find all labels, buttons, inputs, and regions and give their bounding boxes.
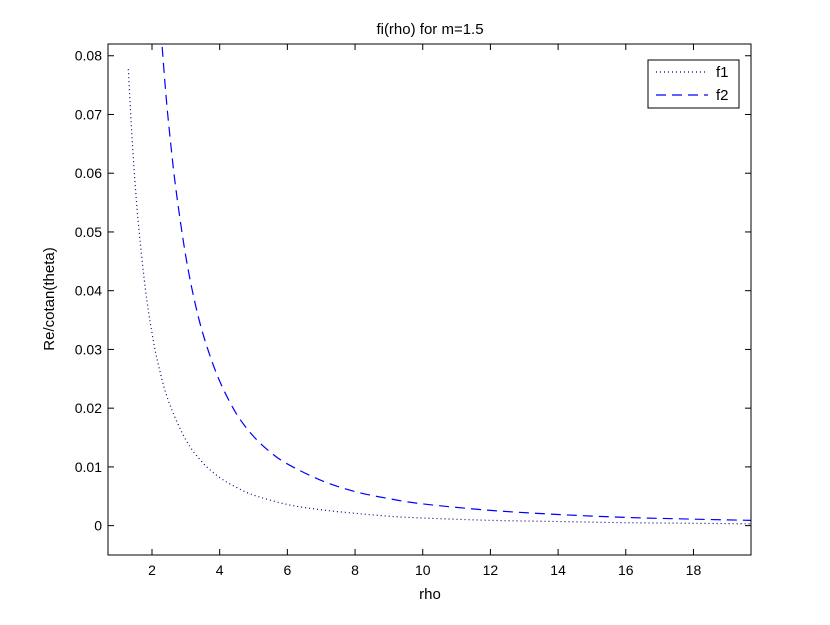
y-tick-label: 0.06 <box>75 165 102 181</box>
legend-label-f2: f2 <box>716 87 729 104</box>
axis-ticks: 2 4 6 8 10 12 14 16 18 0 0.01 0.02 0.03 0.04 0.05 0.06 0… <box>75 44 751 578</box>
x-tick-label: 4 <box>216 562 224 578</box>
x-tick-label: 18 <box>686 562 702 578</box>
y-tick-label: 0 <box>94 518 102 534</box>
x-tick-label: 10 <box>415 562 431 578</box>
x-axis-label: rho <box>419 586 441 603</box>
legend-box <box>647 59 740 109</box>
series-line-f2 <box>161 46 751 521</box>
y-tick-label: 0.04 <box>75 283 102 299</box>
y-tick-label: 0.03 <box>75 341 102 357</box>
x-tick-label: 16 <box>618 562 634 578</box>
chart-title: fi(rho) for m=1.5 <box>376 21 483 38</box>
legend-label-f1: f1 <box>716 64 729 81</box>
y-tick-label: 0.07 <box>75 106 102 122</box>
x-tick-label: 8 <box>351 562 359 578</box>
x-tick-label: 12 <box>483 562 499 578</box>
x-tick-label: 14 <box>550 562 566 578</box>
legend: f1 f2 <box>647 59 740 109</box>
y-tick-label: 0.02 <box>75 400 102 416</box>
x-tick-label: 6 <box>283 562 291 578</box>
y-axis-label: Re/cotan(theta) <box>41 247 58 350</box>
y-tick-label: 0.01 <box>75 459 102 475</box>
series-line-f1 <box>127 69 751 525</box>
plot-area <box>127 46 751 525</box>
y-tick-label: 0.05 <box>75 224 102 240</box>
x-tick-label: 2 <box>148 562 156 578</box>
y-tick-label: 0.08 <box>75 48 102 64</box>
plot-frame <box>107 43 752 556</box>
